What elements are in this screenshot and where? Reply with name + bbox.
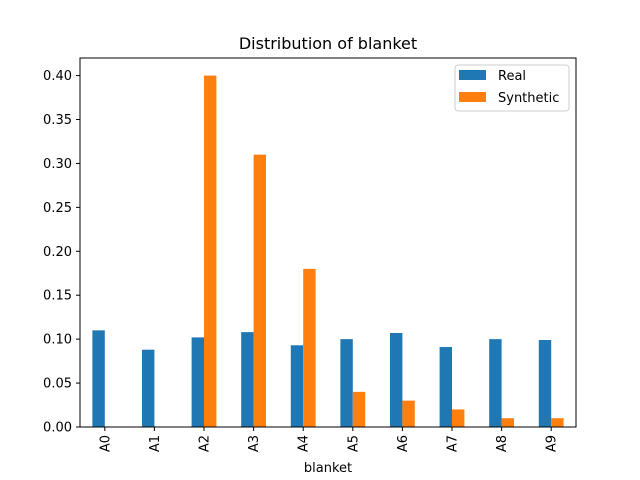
x-axis-label: blanket <box>304 461 352 476</box>
bar-synthetic-a2 <box>204 75 217 427</box>
y-tick-label: 0.05 <box>43 377 72 392</box>
y-tick-label: 0.40 <box>43 69 72 84</box>
bar-synthetic-a4 <box>303 268 316 427</box>
legend-swatch-synthetic <box>459 92 486 102</box>
bar-synthetic-a5 <box>352 391 366 427</box>
bar-real-a1 <box>142 349 155 427</box>
chart-title: Distribution of blanket <box>239 34 417 53</box>
bar-synthetic-a8 <box>501 418 514 427</box>
x-tick-label: A2 <box>198 435 213 452</box>
plot-frame <box>79 57 577 428</box>
x-axis: A0 A1 A2 A3 A4 A5 A6 A7 A8 A9 <box>98 427 560 452</box>
x-tick-label: A9 <box>545 435 560 452</box>
bar-real-a0 <box>92 330 105 427</box>
bar-real-a9 <box>538 340 552 427</box>
x-tick-label: A4 <box>297 435 312 452</box>
bar-real-a6 <box>390 332 403 427</box>
y-tick-label: 0.20 <box>43 245 72 260</box>
bar-synthetic-a6 <box>402 400 415 427</box>
bar-real-a8 <box>489 339 502 427</box>
y-tick-label: 0.15 <box>43 289 72 304</box>
x-tick-label: A0 <box>98 435 113 452</box>
bar-real-a2 <box>191 337 204 427</box>
legend-label-synthetic: Synthetic <box>498 91 559 106</box>
bar-real-a3 <box>241 332 254 427</box>
x-tick-label: A1 <box>148 435 163 452</box>
legend-label-real: Real <box>498 69 526 84</box>
y-axis: 0.00 0.05 0.10 0.15 0.20 0.25 0.30 0.35 0.40 <box>43 69 80 436</box>
bar-synthetic-a9 <box>551 418 564 427</box>
bar-real-a4 <box>290 345 304 427</box>
legend: Real Synthetic <box>454 64 570 112</box>
x-tick-label: A5 <box>346 435 361 452</box>
x-tick-label: A6 <box>396 435 411 452</box>
bars-layer <box>92 75 564 427</box>
x-tick-label: A7 <box>446 435 461 452</box>
x-tick-label: A8 <box>495 435 510 452</box>
y-tick-label: 0.00 <box>43 421 72 436</box>
bar-real-a5 <box>340 339 353 427</box>
bar-real-a7 <box>439 347 452 427</box>
y-tick-label: 0.30 <box>43 157 72 172</box>
y-tick-label: 0.25 <box>43 201 72 216</box>
y-tick-label: 0.35 <box>43 113 72 128</box>
y-tick-label: 0.10 <box>43 333 72 348</box>
x-tick-label: A3 <box>247 435 262 452</box>
bar-synthetic-a7 <box>452 409 465 427</box>
legend-swatch-real <box>459 70 486 80</box>
bar-synthetic-a3 <box>253 154 266 427</box>
